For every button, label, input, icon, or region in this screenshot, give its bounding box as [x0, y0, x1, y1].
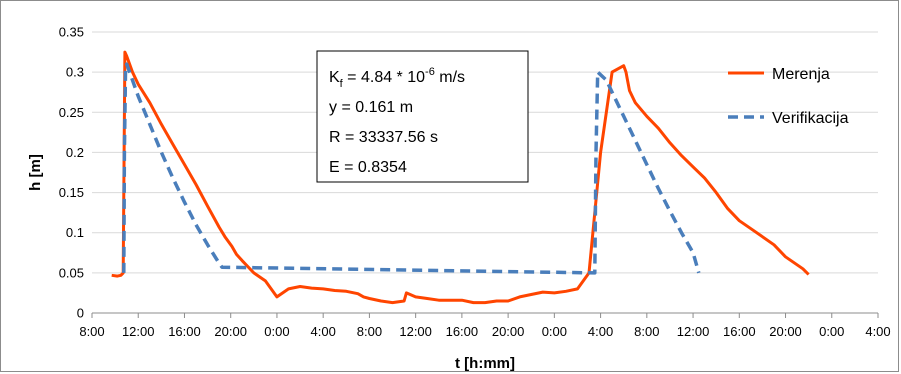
y-tick-label: 0.15 [59, 185, 84, 200]
y-tick-label: 0.35 [59, 25, 84, 40]
x-tick-label: 4:00 [865, 324, 890, 339]
y-tick-label: 0.3 [66, 65, 84, 80]
axis-layer: 0 0.05 0.1 0.15 0.2 0.25 0.3 0.35 8:00 12:00 16:00… [59, 25, 891, 340]
x-tick-label: 0:00 [819, 324, 844, 339]
y-tick-label: 0.05 [59, 265, 84, 280]
x-tick-label: 4:00 [588, 324, 613, 339]
x-axis-title: t [h:mm] [455, 355, 515, 372]
x-tick-label: 8:00 [634, 324, 659, 339]
annotation-line: y = 0.161 m [329, 99, 413, 116]
annotation-box-border [316, 50, 529, 183]
y-tick-label: 0.1 [66, 225, 84, 240]
annotation-line: Kf = 4.84 * 10-6 m/s [329, 66, 465, 90]
x-tick-label: 16:00 [168, 324, 201, 339]
annotation-line: E = 0.8354 [329, 159, 407, 176]
x-tick-label: 8:00 [357, 324, 382, 339]
x-tick-label: 4:00 [311, 324, 336, 339]
x-tick-label: 12:00 [677, 324, 710, 339]
legend-label: Verifikacija [772, 110, 849, 127]
x-tick-label: 0:00 [264, 324, 289, 339]
x-tick-label: 20:00 [214, 324, 247, 339]
x-tick-label: 0:00 [542, 324, 567, 339]
y-tick-label: 0.25 [59, 105, 84, 120]
y-tick-label: 0 [77, 306, 84, 321]
annotation-box: Kf = 4.84 * 10-6 m/s y = 0.161 m R = 33337… [316, 50, 529, 183]
series-line-merenja [111, 50, 810, 305]
x-tick-label: 12:00 [122, 324, 155, 339]
y-axis-title: h [m] [27, 154, 44, 191]
annotation-line: R = 33337.56 s [329, 129, 438, 146]
x-tick-label: 12:00 [399, 324, 432, 339]
x-tick-label: 16:00 [446, 324, 479, 339]
x-tick-label: 8:00 [79, 324, 104, 339]
series-line-verifikacija [122, 62, 701, 275]
x-tick-label: 20:00 [769, 324, 802, 339]
legend: Merenja Verifikacija [728, 66, 849, 127]
x-tick-label: 20:00 [492, 324, 525, 339]
series-layer [111, 50, 810, 305]
x-tick-label: 16:00 [723, 324, 756, 339]
y-tick-label: 0.2 [66, 145, 84, 160]
legend-label: Merenja [772, 66, 830, 83]
